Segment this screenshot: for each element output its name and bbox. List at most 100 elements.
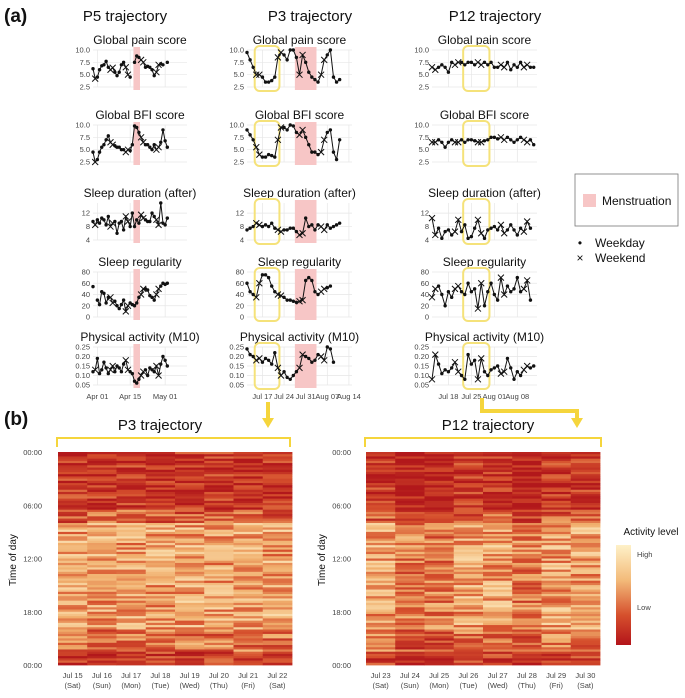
weekend-point <box>497 221 505 229</box>
heat-cell <box>204 591 234 595</box>
heatmap-y-tick: 12:00 <box>23 555 42 564</box>
heat-cell <box>145 545 176 548</box>
weekday-point <box>489 60 493 65</box>
heat-cell <box>58 565 88 568</box>
heat-cell <box>262 578 293 582</box>
heat-cell <box>366 627 396 630</box>
heat-cell <box>58 551 88 555</box>
heat-cell <box>395 582 425 586</box>
heat-cell <box>116 660 147 664</box>
weekend-point <box>155 221 162 229</box>
heat-cell <box>145 536 176 539</box>
heat-cell <box>233 542 264 546</box>
heat-cell <box>570 582 601 586</box>
weekday-point <box>446 140 451 144</box>
legend: Menstruation • Weekday × Weekend <box>574 173 679 265</box>
weekday-point <box>307 143 311 147</box>
weekday-point <box>288 123 292 127</box>
heat-cell <box>541 471 572 475</box>
heat-cell <box>58 627 88 630</box>
heat-cell <box>204 600 234 604</box>
x-tick-label: May 01 <box>153 392 178 401</box>
weekend-point <box>454 282 462 290</box>
heat-cell <box>233 452 264 455</box>
heat-cell <box>424 480 455 484</box>
weekday-point <box>459 60 464 65</box>
heat-cell <box>453 485 484 488</box>
weekday-point <box>449 295 454 300</box>
heat-cell <box>541 458 572 462</box>
heat-cell <box>58 547 88 551</box>
heat-cell <box>58 607 88 610</box>
heat-cell <box>116 625 147 628</box>
heat-cell <box>175 638 205 641</box>
heat-cell <box>541 551 572 555</box>
weekend-point <box>428 375 436 383</box>
heat-cell <box>145 467 176 471</box>
heat-cell <box>175 647 205 650</box>
heat-cell <box>570 653 601 657</box>
heat-cell <box>483 607 513 610</box>
weekday-point <box>263 356 268 361</box>
weekday-point <box>161 128 165 132</box>
weekend-point <box>474 216 482 224</box>
heat-cell <box>483 525 513 528</box>
heat-cell <box>541 631 572 635</box>
heat-cell <box>512 594 542 597</box>
heat-cell <box>395 520 425 524</box>
heat-cell <box>541 523 572 526</box>
weekend-point <box>274 54 282 61</box>
heat-cell <box>262 536 293 539</box>
heat-cell <box>87 487 117 491</box>
weekend-point <box>454 216 462 224</box>
weekday-point <box>440 63 444 67</box>
heat-cell <box>483 496 513 499</box>
panel-label-b: (b) <box>4 409 28 430</box>
heat-cell <box>233 483 264 486</box>
weekday-point <box>248 58 252 62</box>
heat-cell <box>262 489 293 493</box>
weekday-point <box>117 70 121 74</box>
heat-cell <box>87 531 117 535</box>
heat-cell <box>424 496 455 499</box>
heat-cell <box>233 651 264 655</box>
weekday-point <box>528 65 533 69</box>
heat-cell <box>366 511 396 515</box>
weekend-point <box>320 356 328 364</box>
heat-cell <box>58 609 88 613</box>
heat-cell <box>512 662 542 666</box>
weekday-point <box>163 139 167 143</box>
heat-cell <box>541 647 572 650</box>
weekend-point <box>153 68 160 76</box>
heat-cell <box>483 511 513 515</box>
heat-cell <box>175 503 205 506</box>
weekday-point <box>285 58 289 62</box>
weekday-point <box>443 229 447 234</box>
heat-cell <box>87 636 117 639</box>
weekday-point <box>91 150 95 154</box>
heat-cell <box>262 627 293 630</box>
heat-cell <box>145 649 176 653</box>
heat-cell <box>145 611 176 615</box>
weekday-point <box>288 298 292 302</box>
heat-cell <box>453 596 484 599</box>
heat-cell <box>175 511 205 515</box>
heat-cell <box>424 589 455 593</box>
heat-cell <box>395 633 425 637</box>
y-tick-label: 0 <box>240 313 244 322</box>
weekday-point <box>466 236 470 241</box>
heat-cell <box>512 525 542 528</box>
weekday-point <box>512 228 516 232</box>
heat-cell <box>87 602 117 606</box>
weekday-point <box>159 201 163 205</box>
heat-cell <box>87 633 117 637</box>
subplot-title: Physical activity (M10) <box>240 330 359 344</box>
heat-cell <box>483 491 513 495</box>
heat-cell <box>424 574 455 577</box>
heat-cell <box>204 460 234 464</box>
heat-cell <box>366 487 396 491</box>
heat-cell <box>58 511 88 515</box>
heat-cell <box>395 452 425 455</box>
heat-cell <box>87 645 117 648</box>
